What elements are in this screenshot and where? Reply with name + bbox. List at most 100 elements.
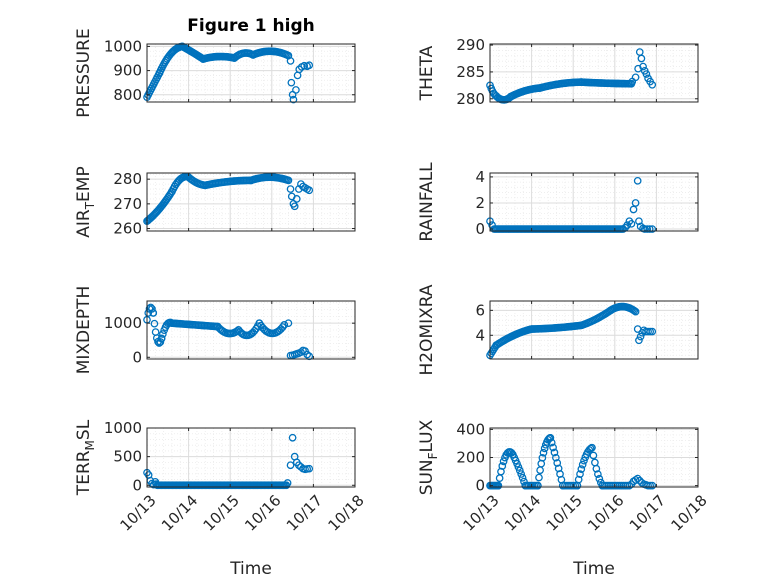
x-axis-label-right: Time (572, 559, 615, 579)
minor-grid (147, 428, 355, 487)
data-point (580, 456, 588, 465)
data-point (288, 433, 297, 442)
data-point (488, 221, 496, 229)
data-point (549, 443, 557, 452)
data-point (623, 221, 632, 229)
subplot-air_temp: 260 270 280 AIRTEMP (74, 166, 356, 238)
data-point (648, 327, 657, 336)
data-point (633, 474, 642, 483)
data-point (648, 225, 657, 233)
major-grid (489, 44, 699, 102)
axes-box (146, 427, 356, 488)
data-point (631, 73, 640, 82)
x-tick-label: 10/14 (158, 491, 201, 534)
data-point (648, 481, 657, 490)
x-tick-label: 10/18 (667, 491, 710, 534)
x-tick-label: 10/16 (241, 491, 284, 534)
y-tick-label: 285 (456, 63, 485, 81)
y-tick-label: 1000 (104, 37, 142, 55)
subplot-h2omixra: 4 6 H2OMIXRA (417, 284, 699, 376)
data-point (498, 462, 507, 470)
data-point (518, 473, 527, 482)
data-point (538, 453, 547, 462)
data-point (494, 481, 503, 490)
y-tick-label: 0 (475, 220, 485, 238)
data-point (643, 225, 652, 233)
data-point (547, 438, 556, 447)
axes-box (146, 43, 356, 103)
y-tick-label: 800 (113, 86, 142, 104)
x-tick-label: 10/13 (459, 491, 502, 534)
data-series-sun_flux (486, 433, 657, 490)
subplot-theta: 280 285 290 THETA (417, 36, 699, 108)
data-point (576, 470, 584, 478)
data-point (550, 448, 559, 457)
y-tick-label: 200 (456, 449, 485, 467)
data-point (297, 348, 305, 357)
x-axis-label-left: Time (229, 559, 272, 579)
major-grid (489, 428, 699, 487)
data-point (553, 459, 562, 467)
data-point (286, 461, 295, 470)
y-tick-label: 1000 (104, 419, 142, 437)
data-point (640, 225, 649, 233)
y-tick-label: 290 (456, 36, 485, 54)
data-point (578, 460, 587, 469)
data-point (594, 470, 602, 479)
data-point (292, 195, 301, 203)
data-point (642, 70, 651, 78)
y-tick-label: 0 (132, 476, 142, 494)
data-point (289, 95, 298, 104)
data-point (539, 448, 548, 457)
data-point (631, 199, 640, 207)
y-axis-label: H2OMIXRA (417, 284, 437, 375)
plot-area (147, 428, 355, 487)
y-tick-label: 260 (113, 220, 142, 238)
data-point (540, 444, 549, 453)
x-tick-label: 10/16 (584, 491, 627, 534)
x-tick-label: 10/18 (324, 491, 367, 534)
data-point (627, 219, 636, 228)
subplot-mixdepth: 0 1000 MIXDEPTH (74, 286, 356, 374)
data-point (292, 86, 300, 94)
data-point (546, 433, 555, 442)
data-series-mixdepth (143, 303, 314, 361)
data-point (636, 332, 645, 341)
data-point (588, 443, 596, 452)
data-point (284, 176, 293, 185)
minor-grid (147, 301, 355, 359)
y-axis-label: TERRMSL (74, 419, 97, 496)
data-point (305, 186, 314, 195)
y-tick-label: 280 (456, 90, 485, 108)
data-point (589, 451, 598, 460)
figure-title: Figure 1 high (187, 16, 315, 36)
data-point (592, 464, 601, 473)
data-point (300, 61, 309, 70)
data-point (517, 470, 526, 478)
data-point (287, 78, 296, 87)
data-point (149, 309, 158, 317)
subplot-rainfall: 0 2 4 RAINFALL (417, 162, 699, 242)
axes-box (489, 172, 699, 232)
data-point (630, 306, 639, 315)
data-point (159, 330, 167, 338)
x-tick-label: 10/17 (626, 491, 669, 534)
y-tick-label: 6 (475, 301, 485, 319)
data-point (305, 61, 314, 70)
minor-grid (490, 428, 698, 487)
data-point (283, 479, 292, 487)
data-point (514, 463, 523, 471)
y-tick-label: 0 (475, 477, 485, 495)
axes-box (146, 300, 356, 360)
y-tick-label: 2 (475, 194, 485, 212)
data-series-terr_msl (143, 433, 314, 490)
data-series-theta (486, 48, 657, 104)
axes-box (489, 300, 699, 360)
x-tick-label: 10/13 (116, 491, 159, 534)
data-point (499, 457, 508, 466)
y-tick-label: 4 (475, 326, 485, 344)
data-point (156, 338, 165, 346)
